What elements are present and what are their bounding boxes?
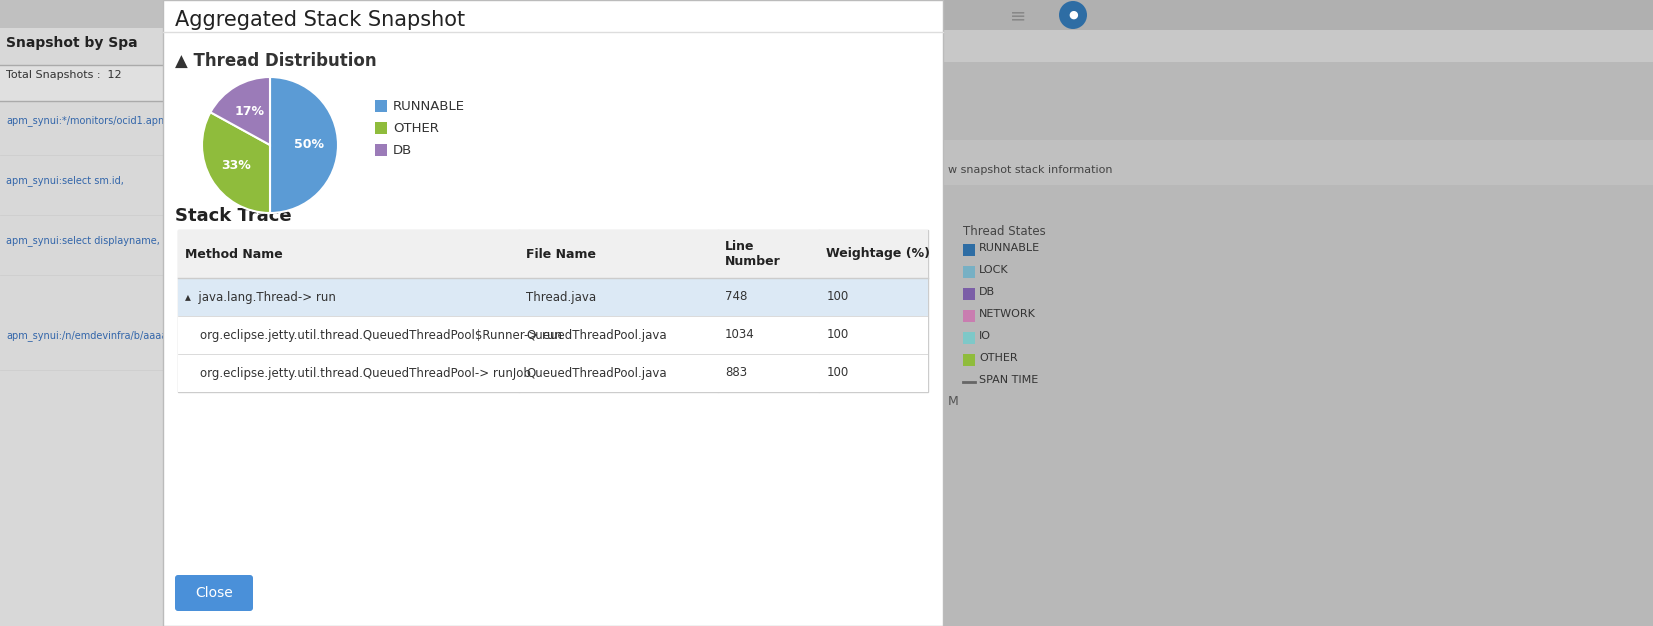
Text: QueuedThreadPool.java: QueuedThreadPool.java [526,366,666,379]
Text: OTHER: OTHER [393,121,440,135]
Bar [942,30,1653,62]
Text: M: M [949,395,959,408]
Text: ≡: ≡ [1010,6,1027,25]
Bar [179,230,927,278]
Bar [375,144,387,156]
Text: Thread.java: Thread.java [526,290,597,304]
Text: ▴  java.lang.Thread-> run: ▴ java.lang.Thread-> run [185,290,336,304]
Text: Weightage (%): Weightage (%) [826,247,931,260]
Text: NETWORK: NETWORK [979,309,1036,319]
Bar [179,316,927,354]
Circle shape [1060,1,1088,29]
Text: Thread States: Thread States [964,225,1046,238]
Bar [964,244,975,256]
Bar [964,266,975,278]
Text: 17%: 17% [235,105,264,118]
Text: org.eclipse.jetty.util.thread.QueuedThreadPool$Runner-> run: org.eclipse.jetty.util.thread.QueuedThre… [185,329,562,342]
Text: w snapshot stack information: w snapshot stack information [949,165,1112,175]
Text: 883: 883 [726,366,747,379]
Bar [375,122,387,134]
Bar [164,0,942,626]
Text: LOCK: LOCK [979,265,1008,275]
Text: QueuedThreadPool.java: QueuedThreadPool.java [526,329,666,342]
Text: 100: 100 [826,366,848,379]
Bar [179,230,927,392]
FancyBboxPatch shape [175,575,253,611]
Bar [179,354,927,392]
Text: Snapshot by Spa: Snapshot by Spa [7,36,137,50]
Text: SPAN TIME: SPAN TIME [979,375,1038,385]
Text: Stack Trace: Stack Trace [175,207,291,225]
Text: Total Snapshots :  12: Total Snapshots : 12 [7,70,122,80]
Text: Line
Number: Line Number [726,240,780,268]
Text: ▲ Thread Distribution: ▲ Thread Distribution [175,52,377,70]
Bar [964,332,975,344]
Wedge shape [202,112,269,213]
Text: Aggregated Stack Snapshot: Aggregated Stack Snapshot [175,10,464,30]
Text: DB: DB [979,287,995,297]
Bar [964,354,975,366]
Text: RUNNABLE: RUNNABLE [979,243,1040,253]
Bar [942,0,1653,626]
Text: IO: IO [979,331,992,341]
Text: 1034: 1034 [726,329,755,342]
Wedge shape [269,77,337,213]
Text: apm_synui:/n/emdevinfra/b/aaaa: apm_synui:/n/emdevinfra/b/aaaa [7,330,167,341]
Bar [375,100,387,112]
Text: apm_synui:select displayname, na: apm_synui:select displayname, na [7,235,175,246]
Bar [942,0,1653,30]
Text: org.eclipse.jetty.util.thread.QueuedThreadPool-> runJob: org.eclipse.jetty.util.thread.QueuedThre… [185,366,531,379]
Text: RUNNABLE: RUNNABLE [393,100,464,113]
Text: apm_synui:*/monitors/ocid1.apm: apm_synui:*/monitors/ocid1.apm [7,115,167,126]
Text: ●: ● [1068,10,1078,20]
Wedge shape [210,77,269,145]
Text: DB: DB [393,143,412,156]
Bar [0,66,164,101]
Bar [964,310,975,322]
Bar [942,140,1653,185]
Bar [0,0,164,626]
Text: 33%: 33% [222,158,251,172]
Text: Method Name: Method Name [185,247,283,260]
Bar [964,288,975,300]
Bar [179,278,927,316]
Bar [0,0,164,28]
Text: File Name: File Name [526,247,597,260]
Text: OTHER: OTHER [979,353,1018,363]
Text: 748: 748 [726,290,747,304]
Text: apm_synui:select sm.id,: apm_synui:select sm.id, [7,175,124,186]
Text: 100: 100 [826,290,848,304]
Text: Close: Close [195,586,233,600]
Text: 100: 100 [826,329,848,342]
Text: 50%: 50% [294,138,324,151]
